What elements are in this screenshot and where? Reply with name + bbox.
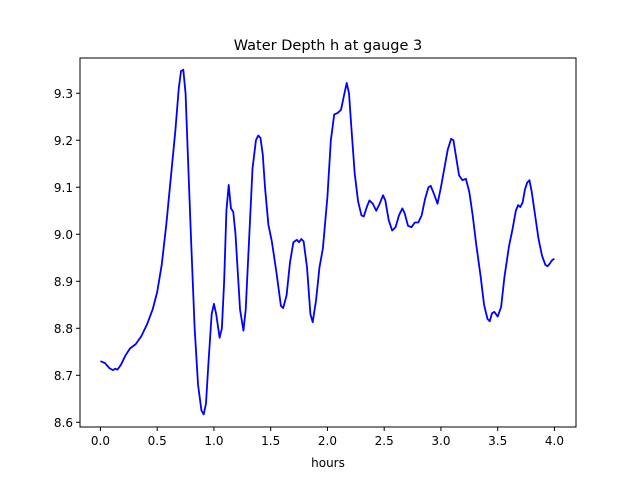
x-tick-label: 3.0: [431, 434, 450, 448]
x-axis-label: hours: [311, 456, 345, 470]
y-tick-label: 9.0: [54, 228, 73, 242]
y-tick-label: 8.9: [54, 275, 73, 289]
x-tick-label: 0.0: [91, 434, 110, 448]
y-tick-label: 8.7: [54, 369, 73, 383]
chart-title: Water Depth h at gauge 3: [234, 38, 422, 54]
x-tick-label: 2.0: [318, 434, 337, 448]
y-tick-label: 9.2: [54, 134, 73, 148]
series-line-0: [100, 68, 555, 416]
x-tick-label: 2.5: [375, 434, 394, 448]
plot-area: 0.0 0.5 1.0 1.5 2.0 2.5 3.0 3.5 4.0 8.6 8.7 8.8 8.9 9…: [54, 57, 577, 448]
x-tick-label: 0.5: [148, 434, 167, 448]
y-tick-label: 8.6: [54, 416, 73, 430]
y-tick-label: 8.8: [54, 322, 73, 336]
x-tick-label: 3.5: [488, 434, 507, 448]
y-tick-label: 9.1: [54, 181, 73, 195]
x-tick-label: 1.0: [204, 434, 223, 448]
x-tick-label: 4.0: [545, 434, 564, 448]
y-tick-label: 9.3: [54, 87, 73, 101]
x-tick-label: 1.5: [261, 434, 280, 448]
axes-frame: [79, 57, 577, 428]
